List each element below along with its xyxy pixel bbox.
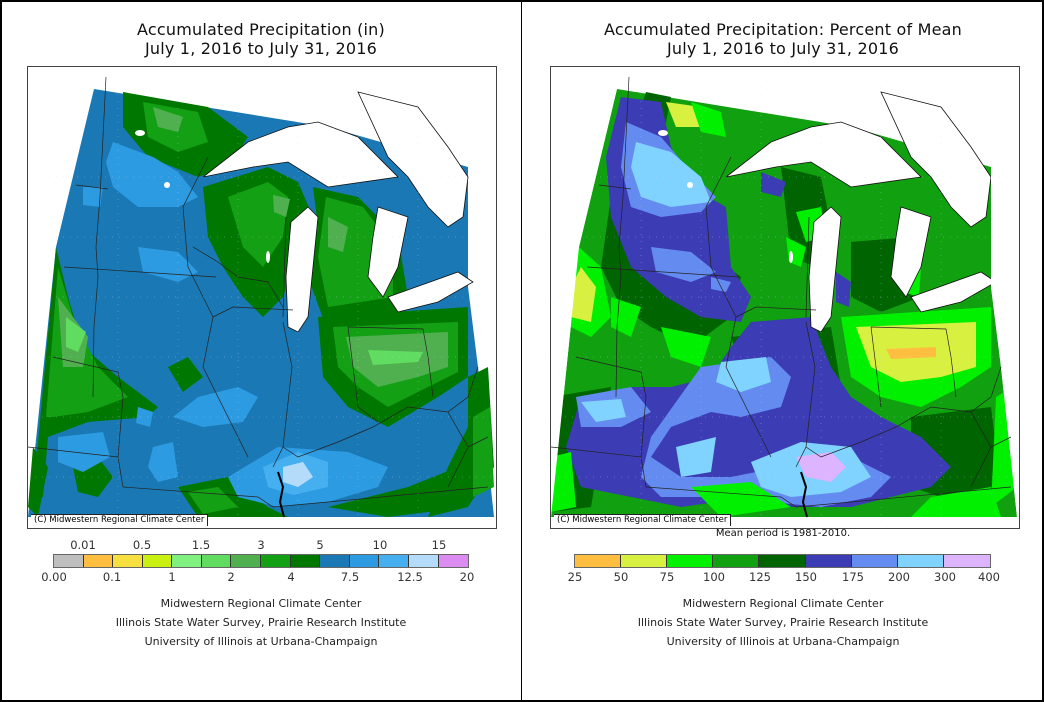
credit-line: Illinois State Water Survey, Prairie Res… bbox=[115, 616, 407, 629]
colorbar-bin bbox=[667, 555, 714, 567]
colorbar-bin bbox=[83, 555, 114, 567]
colorbar-tick-label: 5 bbox=[316, 538, 324, 552]
colorbar-bin bbox=[54, 555, 84, 567]
percent-of-mean-colorbar bbox=[574, 554, 991, 568]
precip-inches-map: (C) Midwestern Regional Climate Center bbox=[27, 66, 497, 529]
colorbar-bin bbox=[231, 555, 262, 567]
colorbar-tick-label: 50 bbox=[613, 570, 629, 584]
colorbar-bin bbox=[349, 555, 380, 567]
colorbar-tick-label: 1 bbox=[168, 570, 176, 584]
colorbar-bin bbox=[261, 555, 291, 567]
colorbar-tick-label: 15 bbox=[431, 538, 447, 552]
colorbar-bin bbox=[621, 555, 668, 567]
credits-block: Midwestern Regional Climate Center Illin… bbox=[522, 594, 1044, 651]
colorbar-bin bbox=[943, 555, 990, 567]
colorbar-bin bbox=[575, 555, 622, 567]
colorbar-tick-label: 125 bbox=[749, 570, 771, 584]
credit-line: Midwestern Regional Climate Center bbox=[160, 597, 362, 610]
map-copyright-credit: (C) Midwestern Regional Climate Center bbox=[31, 514, 209, 526]
colorbar-tick-label: 75 bbox=[659, 570, 675, 584]
precip-inches-map-graphic bbox=[28, 76, 496, 528]
colorbar-bin bbox=[113, 555, 143, 567]
colorbar-tick-label: 2 bbox=[227, 570, 235, 584]
map-date-range: July 1, 2016 to July 31, 2016 bbox=[666, 39, 900, 58]
colorbar-tick-label: 3 bbox=[257, 538, 265, 552]
colorbar-bin bbox=[759, 555, 806, 567]
colorbar-tick-label: 10 bbox=[372, 538, 388, 552]
colorbar-bin bbox=[851, 555, 898, 567]
colorbar-bin bbox=[713, 555, 760, 567]
credit-line: Illinois State Water Survey, Prairie Res… bbox=[637, 616, 929, 629]
colorbar-tick-label: 4 bbox=[287, 570, 295, 584]
colorbar-bin bbox=[805, 555, 852, 567]
credit-line: University of Illinois at Urbana-Champai… bbox=[666, 635, 900, 648]
colorbar-bin bbox=[320, 555, 350, 567]
precip-inches-panel: Accumulated Precipitation (in) July 1, 2… bbox=[0, 20, 522, 651]
colorbar-bin bbox=[201, 555, 232, 567]
credits-block: Midwestern Regional Climate Center Illin… bbox=[0, 594, 522, 651]
colorbar-tick-label: 300 bbox=[934, 570, 956, 584]
colorbar-bin bbox=[290, 555, 321, 567]
colorbar-tick-label: 175 bbox=[842, 570, 864, 584]
colorbar-tick-label: 7.5 bbox=[340, 570, 360, 584]
panel-divider bbox=[521, 0, 522, 702]
colorbar-tick-label: 150 bbox=[795, 570, 817, 584]
colorbar-tick-label: 400 bbox=[978, 570, 1000, 584]
colorbar-tick-label: 0.01 bbox=[70, 538, 96, 552]
colorbar-tick-label: 1.5 bbox=[191, 538, 211, 552]
percent-of-mean-map: (C) Midwestern Regional Climate Center bbox=[550, 66, 1020, 529]
colorbar-tick-label: 20 bbox=[459, 570, 475, 584]
precip-inches-colorbar bbox=[53, 554, 469, 568]
map-copyright-credit: (C) Midwestern Regional Climate Center bbox=[554, 514, 732, 526]
map-title: Accumulated Precipitation: Percent of Me… bbox=[603, 20, 962, 39]
colorbar-tick-label: 200 bbox=[888, 570, 910, 584]
percent-of-mean-map-graphic bbox=[551, 67, 1019, 528]
colorbar-bin bbox=[438, 555, 469, 567]
colorbar-bin bbox=[897, 555, 944, 567]
colorbar-tick-label: 12.5 bbox=[397, 570, 423, 584]
credit-line: Midwestern Regional Climate Center bbox=[682, 597, 884, 610]
credit-line: University of Illinois at Urbana-Champai… bbox=[144, 635, 378, 648]
colorbar-tick-label: 25 bbox=[567, 570, 583, 584]
colorbar-bin bbox=[172, 555, 202, 567]
map-date-range: July 1, 2016 to July 31, 2016 bbox=[144, 39, 378, 58]
colorbar-tick-label: 0.00 bbox=[41, 570, 67, 584]
mean-period-note: Mean period is 1981-2010. bbox=[715, 528, 851, 539]
colorbar-tick-label: 100 bbox=[703, 570, 725, 584]
colorbar-tick-label: 0.5 bbox=[132, 538, 152, 552]
percent-of-mean-panel: Accumulated Precipitation: Percent of Me… bbox=[522, 0, 1044, 702]
colorbar-bin bbox=[379, 555, 409, 567]
colorbar-tick-label: 0.1 bbox=[102, 570, 122, 584]
colorbar-bin bbox=[408, 555, 439, 567]
colorbar-bin bbox=[142, 555, 173, 567]
map-title: Accumulated Precipitation (in) bbox=[137, 20, 385, 39]
